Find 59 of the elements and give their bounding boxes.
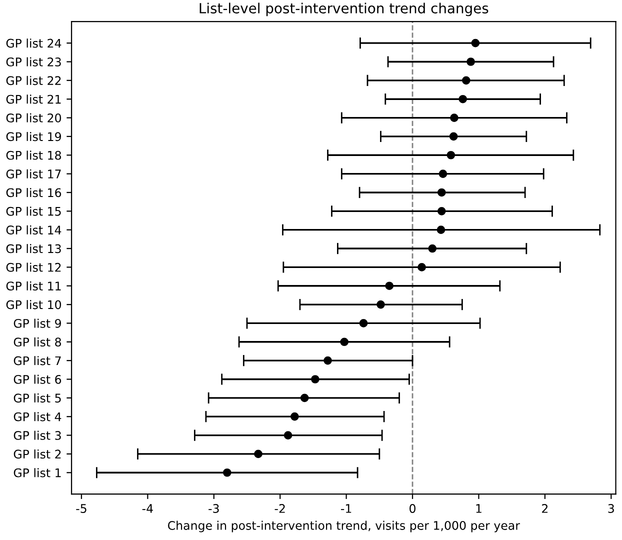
y-tick-label: GP list 2 — [14, 449, 61, 459]
y-tick-label: GP list 19 — [6, 132, 61, 142]
x-tick-label: -4 — [142, 504, 153, 513]
y-tick-label: GP list 23 — [6, 57, 61, 66]
point — [284, 431, 292, 440]
y-tick-label: GP list 13 — [6, 244, 61, 254]
point — [466, 58, 475, 66]
point — [436, 226, 446, 234]
x-tick-label: 1 — [476, 504, 482, 513]
point — [450, 114, 458, 122]
x-tick-label: 0 — [410, 504, 416, 513]
x-tick-label: -3 — [208, 504, 219, 513]
y-tick-label: GP list 20 — [6, 113, 62, 122]
y-tick-label: GP list 3 — [14, 430, 61, 440]
x-tick-label: -2 — [274, 504, 285, 513]
point — [428, 244, 437, 253]
point — [437, 188, 446, 197]
y-tick-label: GP list 14 — [6, 225, 62, 234]
point — [462, 76, 470, 85]
point — [385, 282, 394, 290]
y-tick-label: GP list 7 — [14, 356, 61, 366]
y-tick-label: GP list 12 — [6, 262, 61, 272]
point — [449, 132, 458, 141]
x-tick-label: -5 — [76, 504, 86, 513]
x-tick-label: 2 — [542, 504, 548, 513]
y-tick-label: GP list 4 — [14, 412, 62, 422]
point — [376, 300, 385, 309]
y-tick-label: GP list 1 — [14, 468, 61, 478]
y-tick-label: GP list 21 — [6, 94, 61, 104]
point — [446, 150, 456, 160]
chart-title: List-level post-intervention trend changes — [200, 2, 488, 16]
y-tick-label: GP list 9 — [14, 318, 61, 328]
y-tick-label: GP list 6 — [14, 374, 62, 384]
point — [418, 263, 426, 272]
point — [438, 170, 448, 178]
x-tick-label: -1 — [340, 504, 352, 513]
point — [300, 394, 309, 402]
point — [458, 94, 467, 104]
point — [324, 356, 332, 365]
y-tick-label: GP list 11 — [6, 281, 61, 291]
point — [471, 38, 480, 48]
y-tick-label: GP list 10 — [6, 300, 62, 310]
point — [254, 450, 262, 458]
point — [290, 412, 299, 421]
point — [311, 375, 320, 384]
y-tick-label: GP list 22 — [6, 76, 61, 86]
point — [222, 468, 232, 477]
x-axis-title: Change in post-intervention trend, visits per 1,000 per year — [168, 520, 520, 532]
y-tick-label: GP list 15 — [6, 206, 61, 216]
y-tick-label: GP list 8 — [14, 337, 62, 347]
point — [340, 338, 348, 346]
y-tick-label: GP list 5 — [14, 393, 61, 403]
y-tick-label: GP list 24 — [6, 38, 62, 48]
point — [437, 206, 446, 216]
y-tick-label: GP list 17 — [6, 169, 61, 178]
point — [359, 319, 368, 328]
x-tick-label: 3 — [608, 504, 614, 513]
y-tick-label: GP list 18 — [6, 150, 62, 160]
y-tick-label: GP list 16 — [6, 188, 62, 198]
